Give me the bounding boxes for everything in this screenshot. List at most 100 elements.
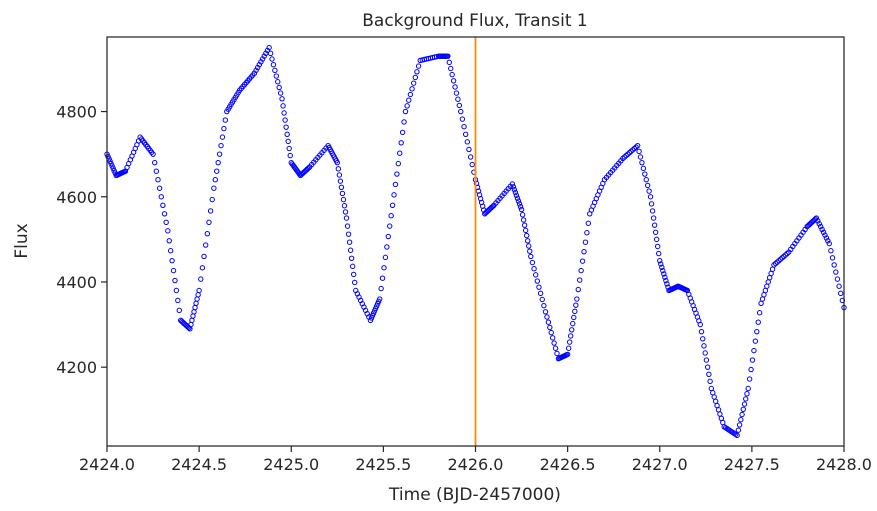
data-point xyxy=(838,290,844,297)
data-point xyxy=(836,283,842,289)
data-point xyxy=(281,110,287,116)
data-point xyxy=(571,314,577,321)
data-point xyxy=(461,124,467,130)
data-point xyxy=(399,129,406,136)
data-point xyxy=(172,277,178,284)
data-point xyxy=(348,255,355,261)
data-point xyxy=(209,196,215,203)
data-point xyxy=(565,345,572,351)
data-point xyxy=(658,261,664,267)
data-point xyxy=(815,218,821,224)
data-point xyxy=(415,63,422,69)
data-point xyxy=(826,240,832,247)
data-point xyxy=(661,271,667,277)
data-point xyxy=(455,96,461,102)
data-point xyxy=(194,296,200,302)
data-point xyxy=(160,202,166,208)
data-point xyxy=(531,266,537,272)
data-point xyxy=(748,366,754,373)
data-point xyxy=(406,97,412,103)
data-point xyxy=(655,243,661,250)
data-point xyxy=(711,394,717,400)
data-point xyxy=(659,264,665,270)
data-point xyxy=(649,208,656,214)
data-point xyxy=(828,248,834,254)
data-point xyxy=(156,185,163,191)
x-tick-label: 2427.0 xyxy=(632,455,688,474)
data-point xyxy=(202,242,209,248)
data-point xyxy=(150,151,156,157)
data-point xyxy=(581,248,587,255)
data-point xyxy=(334,159,341,166)
data-point xyxy=(283,124,289,130)
data-point xyxy=(712,398,719,404)
data-point xyxy=(388,213,394,219)
data-point xyxy=(338,184,345,191)
data-point xyxy=(743,396,749,402)
data-point xyxy=(276,84,282,91)
data-point xyxy=(525,238,531,244)
data-point xyxy=(718,415,725,422)
data-point xyxy=(464,139,471,145)
data-point xyxy=(402,108,409,115)
data-point xyxy=(759,296,766,302)
data-point xyxy=(656,250,662,257)
data-point xyxy=(270,61,277,68)
data-point xyxy=(578,267,584,274)
data-point xyxy=(642,171,648,177)
data-point xyxy=(341,203,348,209)
data-point xyxy=(634,142,641,149)
data-point xyxy=(702,350,708,356)
data-point xyxy=(520,217,527,223)
data-point xyxy=(734,432,740,439)
data-point xyxy=(453,90,460,96)
data-point xyxy=(452,84,458,90)
data-point xyxy=(544,314,550,320)
data-point xyxy=(570,320,576,327)
data-point xyxy=(490,203,496,209)
data-point xyxy=(191,309,197,315)
data-point xyxy=(211,185,217,191)
data-point xyxy=(707,378,713,385)
data-point xyxy=(166,238,172,244)
data-point xyxy=(534,278,541,284)
data-point xyxy=(813,215,820,221)
data-point xyxy=(280,103,286,109)
data-point xyxy=(196,287,202,294)
y-tick-label: 4600 xyxy=(56,188,97,207)
data-point xyxy=(514,195,521,201)
data-point xyxy=(515,198,522,204)
data-point xyxy=(466,146,472,153)
data-point xyxy=(267,50,274,57)
x-tick-label: 2428.0 xyxy=(816,455,872,474)
data-point xyxy=(387,223,393,229)
data-point xyxy=(706,371,712,377)
data-point xyxy=(754,328,760,335)
data-point xyxy=(381,265,387,271)
data-point xyxy=(526,243,532,249)
data-point xyxy=(554,350,560,357)
data-point xyxy=(744,390,750,397)
data-point xyxy=(765,279,771,285)
data-point xyxy=(755,319,761,325)
data-point xyxy=(170,267,177,274)
data-point xyxy=(698,328,705,335)
data-point xyxy=(822,232,828,238)
data-point xyxy=(519,212,526,218)
data-point xyxy=(409,86,415,92)
data-point xyxy=(523,232,530,239)
data-point xyxy=(222,117,229,123)
data-point xyxy=(152,159,158,166)
x-tick-label: 2425.5 xyxy=(355,455,411,474)
data-point xyxy=(305,165,312,171)
data-point xyxy=(735,427,742,433)
data-point xyxy=(572,308,578,315)
data-point xyxy=(219,134,226,140)
data-point xyxy=(745,385,751,392)
data-point xyxy=(176,307,182,314)
data-point xyxy=(195,292,201,298)
data-point xyxy=(568,333,574,339)
data-point xyxy=(746,376,753,382)
data-point xyxy=(207,208,214,214)
data-point xyxy=(445,53,451,59)
